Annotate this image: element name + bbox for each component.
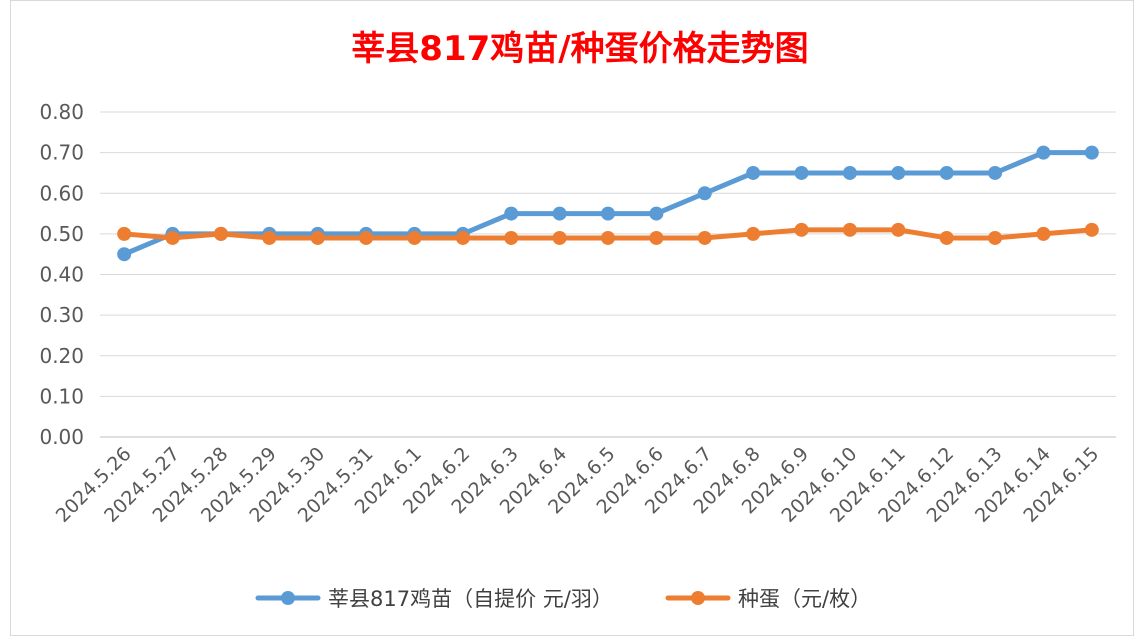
data-point — [1036, 226, 1051, 241]
legend-item-1: 莘县817鸡苗（自提价 元/羽） — [255, 587, 613, 611]
data-point — [939, 230, 954, 245]
data-point — [455, 230, 470, 245]
y-tick-label: 0.60 — [39, 181, 84, 205]
legend-label: 种蛋（元/枚） — [738, 587, 871, 611]
data-point — [649, 230, 664, 245]
y-tick-label: 0.30 — [39, 303, 84, 327]
data-point — [794, 222, 809, 237]
y-tick-label: 0.80 — [39, 100, 84, 124]
data-point — [842, 165, 857, 180]
data-point — [649, 206, 664, 221]
data-point — [746, 226, 761, 241]
y-axis-ticks: 0.00 0.10 0.20 0.30 0.40 0.50 0.60 0.70 0.80 — [39, 100, 84, 449]
data-point — [552, 230, 567, 245]
data-point — [213, 226, 228, 241]
legend: 莘县817鸡苗（自提价 元/羽） 种蛋（元/枚） — [255, 587, 871, 611]
data-point — [504, 206, 519, 221]
data-point — [601, 206, 615, 221]
data-point — [794, 165, 809, 180]
legend-label: 莘县817鸡苗（自提价 元/羽） — [328, 587, 613, 611]
data-point — [988, 230, 1003, 245]
chart-frame[interactable] — [10, 0, 1134, 636]
data-point — [891, 222, 906, 237]
data-point — [117, 226, 132, 241]
legend-item-2: 种蛋（元/枚） — [665, 587, 871, 611]
y-tick-label: 0.70 — [39, 141, 84, 165]
y-tick-label: 0.50 — [39, 222, 84, 246]
chart-title: 莘县817鸡苗/种蛋价格走势图 — [351, 29, 808, 69]
series-2 — [117, 222, 1099, 245]
data-point — [891, 165, 906, 180]
data-point — [262, 230, 277, 245]
data-point — [842, 222, 857, 237]
data-point — [697, 186, 712, 201]
data-point — [1036, 145, 1051, 160]
gridlines — [100, 111, 1116, 438]
data-point — [939, 165, 954, 180]
y-tick-label: 0.00 — [39, 425, 84, 449]
legend-swatch-marker — [281, 591, 295, 605]
x-axis-ticks: 2024.5.262024.5.272024.5.282024.5.292024… — [52, 443, 1104, 527]
data-point — [117, 247, 132, 262]
data-point — [504, 230, 519, 245]
data-point — [697, 230, 712, 245]
data-point — [1084, 222, 1099, 237]
data-point — [407, 230, 422, 245]
data-point — [601, 230, 615, 245]
data-point — [746, 165, 761, 180]
y-tick-label: 0.40 — [39, 263, 84, 287]
y-tick-label: 0.20 — [39, 344, 84, 368]
data-point — [988, 165, 1003, 180]
series-lines — [117, 145, 1099, 262]
legend-swatch-marker — [691, 591, 705, 605]
y-tick-label: 0.10 — [39, 384, 84, 408]
data-point — [310, 230, 325, 245]
data-point — [165, 230, 180, 245]
data-point — [552, 206, 567, 221]
data-point — [359, 230, 374, 245]
data-point — [1084, 145, 1099, 160]
